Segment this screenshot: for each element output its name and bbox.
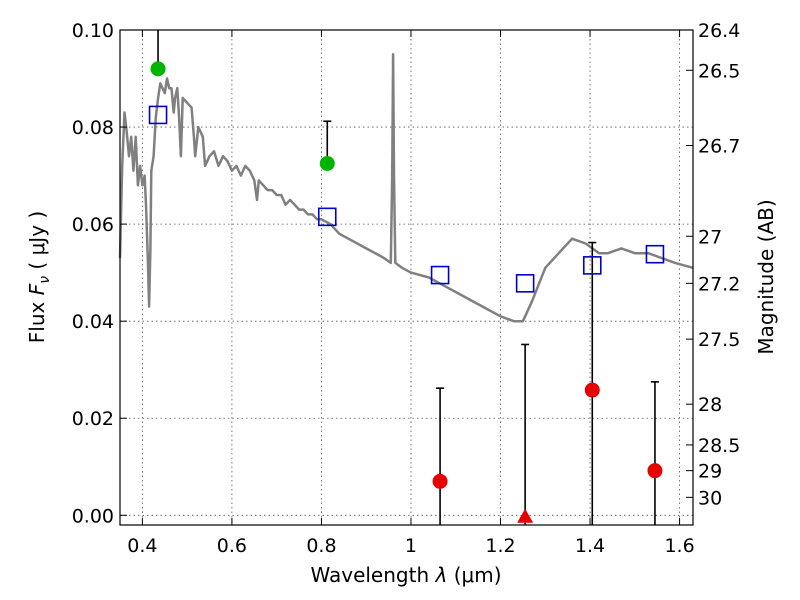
y2-tick-label: 26.4 (698, 20, 740, 42)
y2-tick-label: 28 (698, 394, 722, 416)
model-photometry-square (430, 265, 450, 285)
y2-axis-label: Magnitude (AB) (754, 199, 778, 354)
non-detection-point (647, 463, 663, 479)
data-series (118, 30, 694, 525)
x-axis-label: Wavelength λ (μm) (310, 563, 501, 587)
y2-tick-label: 26.5 (698, 60, 740, 82)
detection-point (150, 61, 166, 77)
model-photometry-square (317, 207, 337, 227)
y-tick-label: 0.04 (72, 311, 114, 333)
y2-tick-label: 30 (698, 487, 722, 509)
non-detection-point (584, 382, 600, 398)
upper-limit-triangle (517, 508, 534, 523)
y-tick-label: 0.08 (72, 117, 114, 139)
x-tick-label: 1.4 (575, 535, 605, 557)
y2-tick-label: 27 (698, 226, 722, 248)
model-photometry-square (645, 244, 665, 264)
x-tick-label: 0.6 (217, 535, 247, 557)
x-tick-label: 1.6 (664, 535, 694, 557)
y-tick-label: 0.00 (72, 505, 114, 527)
non-detection-point (432, 473, 448, 489)
y2-tick-label: 27.2 (698, 273, 740, 295)
model-photometry-square (515, 274, 535, 293)
y2-tick-label: 27.5 (698, 329, 740, 351)
model-photometry-square (148, 105, 168, 125)
detection-point (319, 155, 335, 171)
y-tick-label: 0.06 (72, 214, 114, 236)
x-tick-label: 1 (405, 535, 417, 557)
y-tick-label: 0.02 (72, 408, 114, 430)
axis-ticks: 0.4 0.6 0.8 1 1.2 1.4 1.6 0.00 0.02 0.04 0.06 0.08 0… (72, 20, 741, 557)
y-axis-label: Flux Fν ( μJy ) (25, 211, 53, 343)
spectrum-line (118, 53, 694, 323)
y-tick-label: 0.10 (72, 20, 114, 42)
x-tick-label: 0.4 (127, 535, 157, 557)
y2-tick-label: 29 (698, 461, 722, 483)
y2-tick-label: 26.7 (698, 136, 740, 158)
x-tick-label: 0.8 (306, 535, 336, 557)
x-tick-label: 1.2 (485, 535, 515, 557)
model-photometry-square (582, 256, 602, 275)
plot-frame (119, 29, 694, 526)
y2-tick-label: 28.5 (698, 435, 740, 457)
